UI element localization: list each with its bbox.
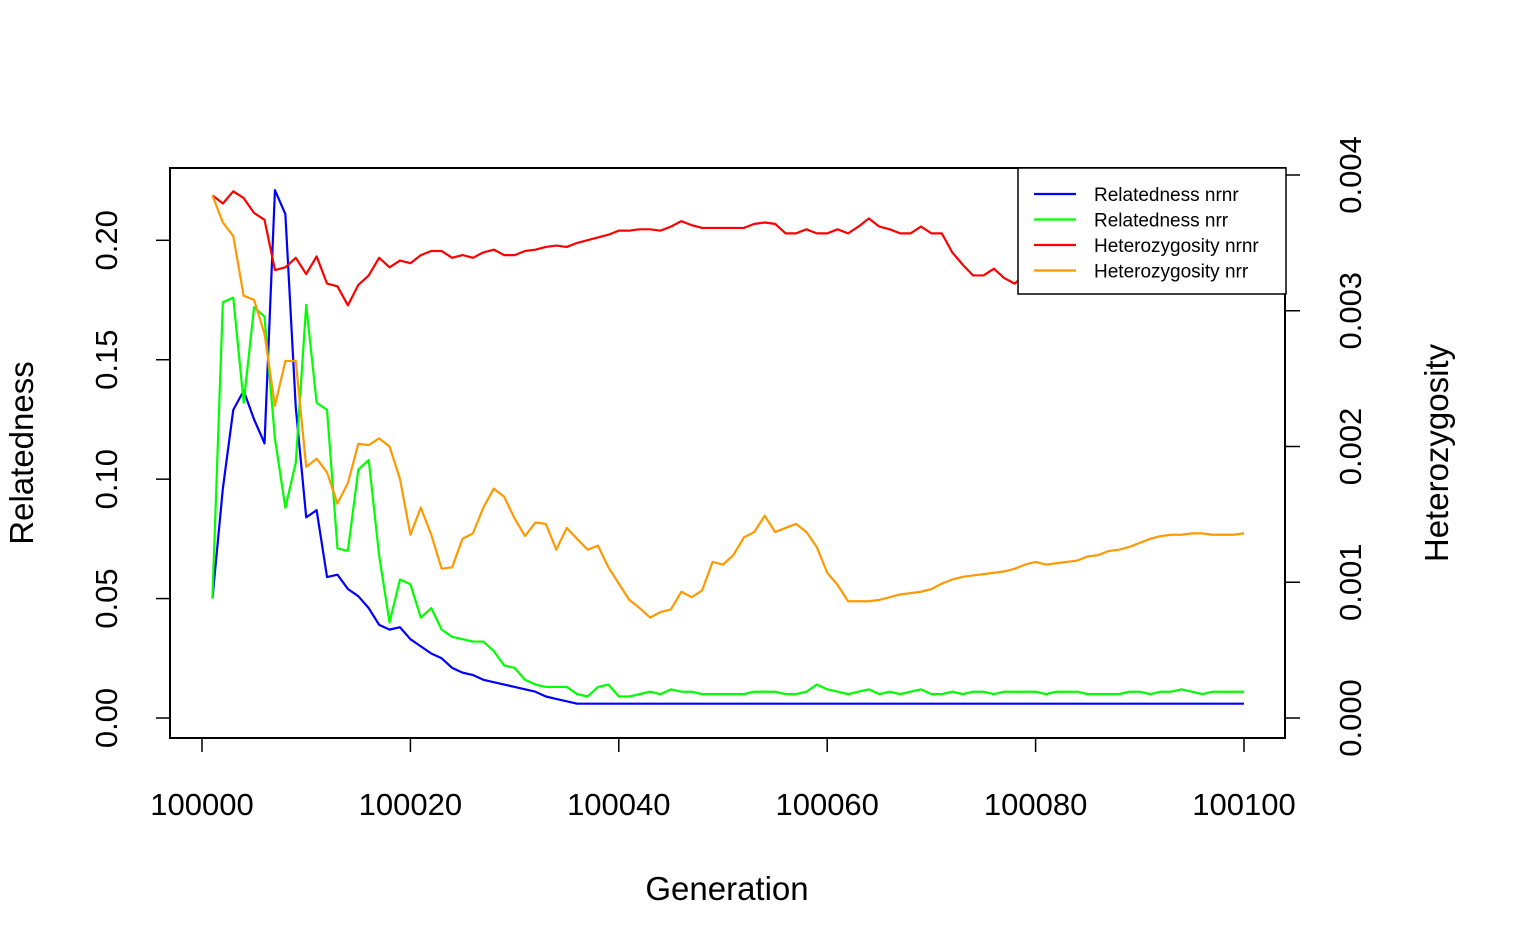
y2-tick-label: 0.003 — [1333, 272, 1368, 350]
y-tick-label: 0.05 — [89, 568, 124, 628]
legend-label: Heterozygosity nrr — [1094, 262, 1249, 283]
y2-tick-label: 0.000 — [1333, 679, 1368, 757]
series-line-relatedness-nrnr — [211, 189, 1244, 705]
legend-label: Relatedness nrr — [1094, 211, 1229, 232]
x-tick-label: 100060 — [775, 787, 878, 822]
series-line-relatedness-nrr — [211, 296, 1244, 698]
axes-layer: 100000 100020 100040 100060 100080 100100 0.00… — [89, 136, 1368, 822]
y2-axis-label: Heterozygosity — [1418, 343, 1455, 562]
y-axis-label: Relatedness — [3, 361, 40, 544]
legend: Relatedness nrnr Relatedness nrr Heterozyg… — [1017, 167, 1287, 295]
x-tick-label: 100040 — [567, 787, 670, 822]
legend-label: Relatedness nrnr — [1094, 185, 1239, 206]
y2-tick-label: 0.002 — [1333, 408, 1368, 486]
y-tick-label: 0.20 — [89, 210, 124, 270]
legend-label: Heterozygosity nrnr — [1094, 236, 1259, 257]
y2-tick-label: 0.004 — [1333, 136, 1368, 214]
y-tick-label: 0.00 — [89, 688, 124, 748]
x-tick-label: 100020 — [359, 787, 462, 822]
y-tick-label: 0.10 — [89, 449, 124, 509]
series-layer — [211, 189, 1245, 705]
legend-box — [1017, 167, 1287, 295]
x-tick-label: 100100 — [1192, 787, 1295, 822]
x-axis-label: Generation — [645, 870, 808, 907]
y2-tick-label: 0.001 — [1333, 543, 1368, 621]
y-tick-label: 0.15 — [89, 330, 124, 390]
x-tick-label: 100000 — [150, 787, 253, 822]
series-line-heterozygosity-nrr — [211, 194, 1245, 619]
x-tick-label: 100080 — [984, 787, 1087, 822]
